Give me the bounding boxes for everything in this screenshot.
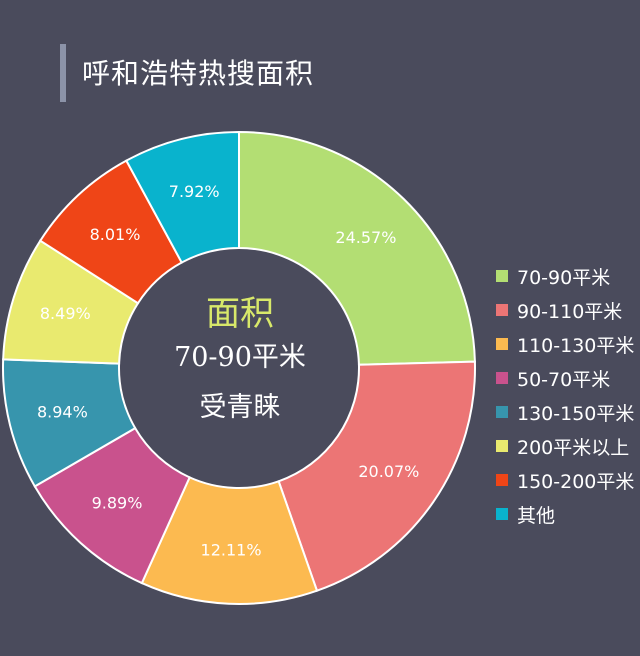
legend-item-7: 其他	[496, 497, 634, 531]
legend-swatch	[496, 406, 508, 418]
legend-label: 70-90平米	[517, 266, 611, 289]
legend-swatch	[496, 270, 508, 282]
legend-label: 200平米以上	[517, 436, 630, 459]
slice-1	[277, 360, 476, 593]
slice-value-label-0: 24.57%	[335, 228, 396, 247]
legend-swatch	[496, 440, 508, 452]
legend-swatch	[496, 474, 508, 486]
slice-value-label-4: 8.94%	[37, 403, 88, 422]
legend-item-0: 70-90平米	[496, 259, 634, 293]
chart-legend: 70-90平米 90-110平米 110-130平米 50-70平米 130-150平米…	[496, 259, 634, 531]
legend-label: 50-70平米	[517, 368, 611, 391]
legend-label: 150-200平米	[517, 470, 635, 493]
legend-label: 110-130平米	[517, 334, 635, 357]
legend-swatch	[496, 304, 508, 316]
title-accent-bar	[60, 44, 66, 102]
slice-0	[238, 130, 476, 366]
legend-swatch	[496, 372, 508, 384]
legend-swatch	[496, 508, 508, 520]
slice-value-label-5: 8.49%	[40, 304, 91, 323]
legend-label: 130-150平米	[517, 402, 635, 425]
legend-label: 其他	[517, 504, 556, 527]
legend-item-1: 90-110平米	[496, 293, 634, 327]
slice-value-label-3: 9.89%	[92, 494, 143, 513]
legend-label: 90-110平米	[517, 300, 623, 323]
slice-value-label-2: 12.11%	[201, 540, 262, 559]
slice-7	[124, 130, 240, 264]
slice-value-label-6: 8.01%	[90, 225, 141, 244]
legend-item-6: 150-200平米	[496, 463, 634, 497]
legend-item-2: 110-130平米	[496, 327, 634, 361]
slice-value-label-1: 20.07%	[358, 462, 419, 481]
chart-title: 呼和浩特热搜面积	[82, 57, 315, 90]
legend-item-4: 130-150平米	[496, 395, 634, 429]
slice-value-label-7: 7.92%	[169, 182, 220, 201]
legend-item-5: 200平米以上	[496, 429, 634, 463]
legend-swatch	[496, 338, 508, 350]
legend-item-3: 50-70平米	[496, 361, 634, 395]
